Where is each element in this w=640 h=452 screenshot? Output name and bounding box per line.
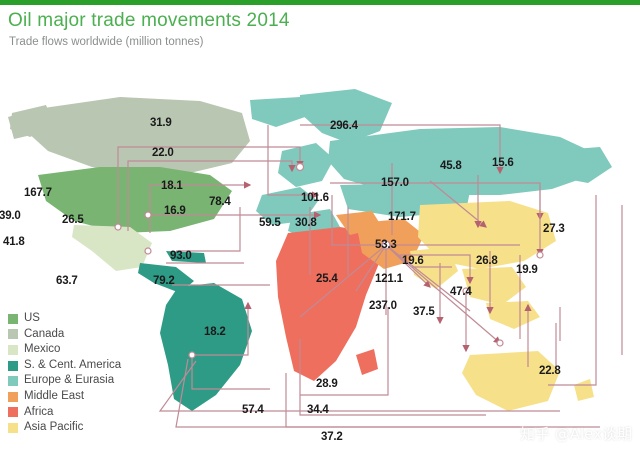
legend-swatch-africa (8, 407, 18, 418)
legend-item-mexico[interactable]: Mexico (8, 342, 121, 358)
landmass-shapes (8, 89, 612, 411)
trade-flow-lines (117, 124, 623, 428)
flow-value-label: 79.2 (153, 275, 175, 287)
flow-value-label: 30.8 (295, 217, 317, 229)
legend-item-africa[interactable]: Africa (8, 405, 121, 421)
flow-value-label: 31.9 (150, 117, 172, 129)
legend-swatch-asia-pacific (8, 422, 18, 433)
flow-value-label: 171.7 (388, 211, 416, 223)
legend-label-asia-pacific: Asia Pacific (24, 421, 84, 434)
flow-value-label: 237.0 (369, 300, 397, 312)
legend-label-europe-eurasia: Europe & Eurasia (24, 374, 115, 387)
trade-flow-nodes (114, 162, 544, 359)
legend-item-middle-east[interactable]: Middle East (8, 389, 121, 405)
flow-value-label: 41.8 (3, 236, 25, 248)
top-accent-bar-gap (0, 5, 640, 7)
legend-label-mexico: Mexico (24, 343, 61, 356)
legend-swatch-mexico (8, 344, 18, 355)
page-title: Oil major trade movements 2014 (8, 10, 290, 31)
flow-value-label: 15.6 (492, 157, 514, 169)
flow-value-label: 18.2 (204, 326, 226, 338)
flow-value-label: 25.4 (316, 273, 338, 285)
flow-value-label: 22.8 (539, 365, 561, 377)
legend-label-africa: Africa (24, 405, 54, 418)
legend-swatch-us (8, 313, 18, 324)
flow-value-label: 16.9 (164, 205, 186, 217)
flow-value-label: 101.6 (301, 192, 329, 204)
flow-value-label: 78.4 (209, 196, 231, 208)
flow-value-label: 28.9 (316, 378, 338, 390)
flow-value-label: 121.1 (375, 273, 403, 285)
legend-item-s-cent-america[interactable]: S. & Cent. America (8, 358, 121, 374)
flow-value-label: 19.9 (516, 264, 538, 276)
flow-value-label: 27.3 (543, 223, 565, 235)
flow-value-label: 47.4 (450, 286, 472, 298)
flow-value-label: 26.5 (62, 214, 84, 226)
legend-item-us[interactable]: US (8, 311, 121, 327)
page-subtitle: Trade flows worldwide (million tonnes) (9, 36, 204, 48)
world-map-container: US Canada Mexico S. & Cent. America Euro… (0, 55, 640, 452)
legend-label-s-cent-america: S. & Cent. America (24, 358, 122, 371)
legend-swatch-europe-eurasia (8, 376, 18, 387)
flow-value-label: 63.7 (56, 275, 78, 287)
legend-swatch-middle-east (8, 391, 18, 402)
legend-item-asia-pacific[interactable]: Asia Pacific (8, 420, 121, 436)
flow-value-label: 45.8 (440, 160, 462, 172)
flow-value-label: 57.4 (242, 404, 264, 416)
flow-value-label: 34.4 (307, 404, 329, 416)
legend-item-canada[interactable]: Canada (8, 327, 121, 343)
flow-value-label: 296.4 (330, 120, 358, 132)
flow-value-label: 37.5 (413, 306, 435, 318)
flow-value-label: 19.6 (402, 255, 424, 267)
world-map-svg (0, 55, 640, 452)
legend-label-canada: Canada (24, 327, 65, 340)
flow-value-label: 22.0 (152, 147, 174, 159)
flow-value-label: 37.2 (321, 431, 343, 443)
legend-item-europe-eurasia[interactable]: Europe & Eurasia (8, 373, 121, 389)
flow-value-label: 18.1 (161, 180, 183, 192)
legend-label-us: US (24, 312, 40, 325)
flow-value-label: 39.0 (0, 210, 21, 222)
flow-value-label: 53.3 (375, 239, 397, 251)
legend-swatch-canada (8, 329, 18, 340)
legend-label-middle-east: Middle East (24, 390, 85, 403)
flow-value-label: 59.5 (259, 217, 281, 229)
flow-value-label: 26.8 (476, 255, 498, 267)
flow-value-label: 157.0 (381, 177, 409, 189)
flow-value-label: 167.7 (24, 187, 52, 199)
map-legend: US Canada Mexico S. & Cent. America Euro… (8, 311, 121, 436)
flow-value-label: 93.0 (170, 250, 192, 262)
top-accent-bar (0, 0, 640, 5)
legend-swatch-s-cent-america (8, 360, 18, 371)
watermark: 知乎 @Alex谈期 (519, 425, 632, 443)
